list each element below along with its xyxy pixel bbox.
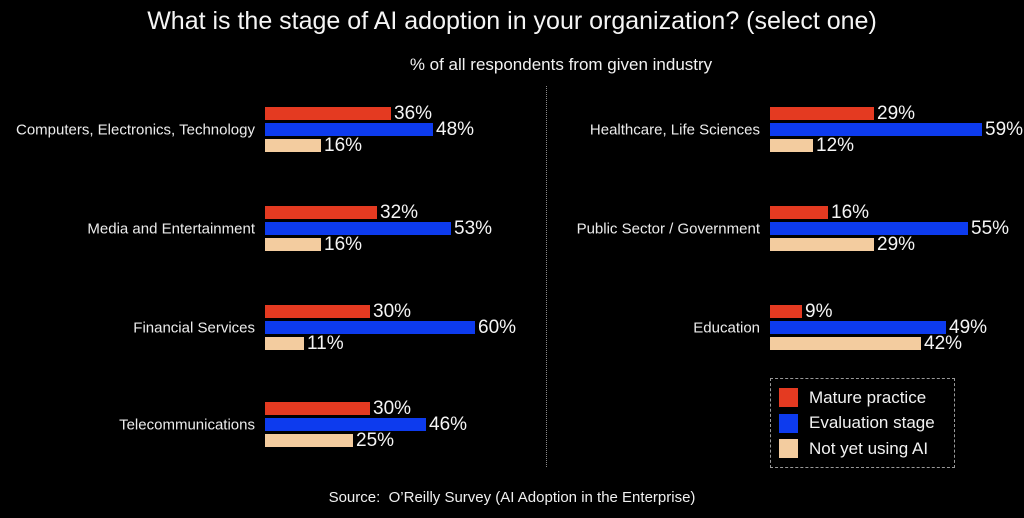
bar-segment <box>770 206 828 219</box>
bar-segment <box>265 139 321 152</box>
bar-value-label: 16% <box>831 202 870 223</box>
chart-subtitle: % of all respondents from given industry <box>409 55 713 74</box>
bar-value-label: 60% <box>478 317 517 338</box>
industry-label: Public Sector / Government <box>576 220 760 237</box>
bar-segment <box>265 206 377 219</box>
bar-value-label: 11% <box>307 333 344 354</box>
legend-item-mature: Mature practice <box>779 388 946 407</box>
bar-segment <box>265 418 426 431</box>
legend-item-evaluation: Evaluation stage <box>779 413 946 433</box>
industry-label: Healthcare, Life Sciences <box>589 121 760 138</box>
bar-segment <box>265 222 451 235</box>
bar-value-label: 16% <box>324 234 363 255</box>
industry-label: Education <box>693 319 760 336</box>
bar-segment <box>265 402 370 415</box>
bar-segment <box>770 222 968 235</box>
legend-item-not-yet: Not yet using AI <box>779 439 946 458</box>
bar-segment <box>265 321 475 334</box>
source-note: Source: O’Reilly Survey (AI Adoption in … <box>328 489 696 506</box>
bar-segment <box>265 337 304 350</box>
industry-label: Computers, Electronics, Technology <box>15 121 255 138</box>
bar-value-label: 32% <box>380 202 419 223</box>
legend-label: Not yet using AI <box>809 438 929 458</box>
bar-segment <box>770 123 982 136</box>
bar-segment <box>770 321 946 334</box>
mature-practice-swatch-icon <box>779 388 798 407</box>
bar-value-label: 16% <box>324 135 363 156</box>
legend-label: Evaluation stage <box>809 413 935 432</box>
bar-value-label: 48% <box>436 119 475 140</box>
legend-label: Mature practice <box>809 387 927 407</box>
industry-label: Financial Services <box>133 319 255 336</box>
bar-segment <box>265 305 370 318</box>
bar-segment <box>265 434 353 447</box>
bar-value-label: 9% <box>805 301 833 322</box>
bar-value-label: 30% <box>373 301 412 322</box>
chart-title: What is the stage of AI adoption in your… <box>147 7 877 35</box>
bar-value-label: 25% <box>356 430 395 451</box>
bar-value-label: 49% <box>949 317 988 338</box>
column-divider <box>546 86 547 467</box>
bar-segment <box>770 238 874 251</box>
bar-value-label: 29% <box>877 234 916 255</box>
not-yet-using-ai-swatch-icon <box>779 439 798 458</box>
bar-segment <box>265 123 433 136</box>
bar-value-label: 30% <box>373 398 412 419</box>
bar-value-label: 59% <box>985 119 1024 140</box>
industry-label: Telecommunications <box>119 416 255 433</box>
industry-label: Media and Entertainment <box>87 220 255 237</box>
bar-value-label: 53% <box>454 218 493 239</box>
bar-segment <box>265 107 391 120</box>
bar-segment <box>265 238 321 251</box>
bar-segment <box>770 139 813 152</box>
bar-value-label: 12% <box>816 135 855 156</box>
evaluation-stage-swatch-icon <box>779 413 798 433</box>
bar-segment <box>770 107 874 120</box>
bar-value-label: 46% <box>429 414 468 435</box>
bar-value-label: 42% <box>924 333 963 354</box>
legend: Mature practice Evaluation stage Not yet… <box>770 378 955 468</box>
bar-segment <box>770 305 802 318</box>
bar-value-label: 55% <box>971 218 1010 239</box>
bar-value-label: 29% <box>877 103 916 124</box>
bar-value-label: 36% <box>394 103 433 124</box>
bar-segment <box>770 337 921 350</box>
